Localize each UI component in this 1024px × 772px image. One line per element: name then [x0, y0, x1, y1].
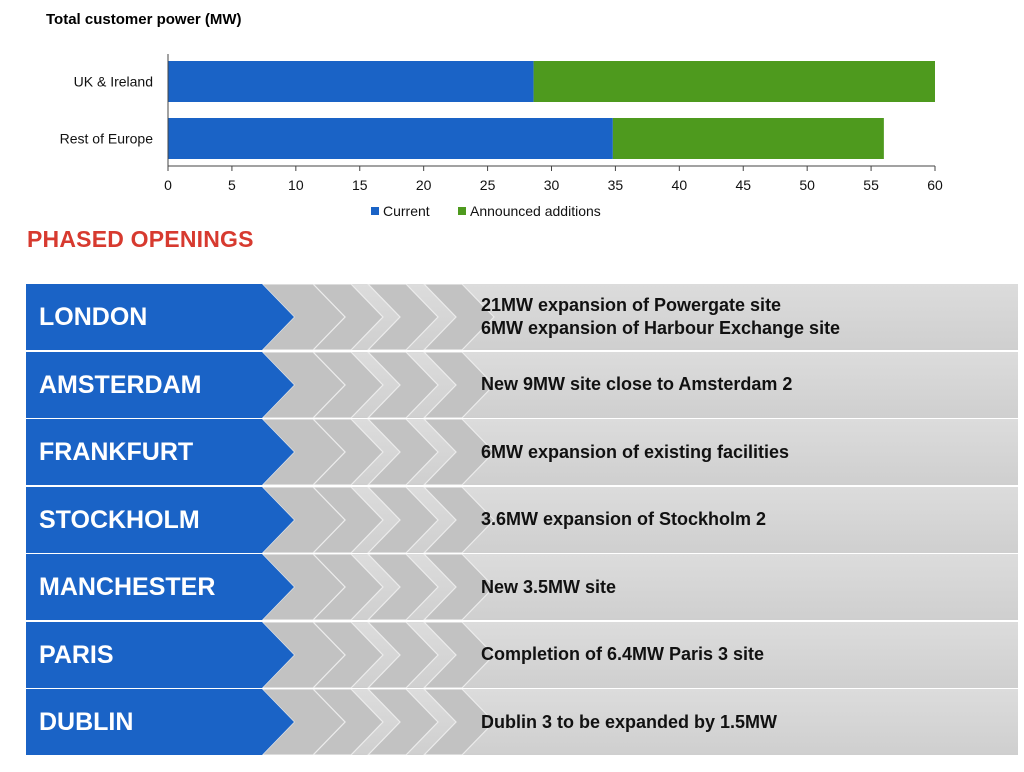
x-tick-label: 25: [480, 177, 496, 193]
opening-row: LONDON 21MW expansion of Powergate site 6M…: [26, 284, 1018, 350]
bar-current-1: [168, 118, 613, 159]
description-line: New 9MW site close to Amsterdam 2: [481, 374, 793, 394]
x-tick-label: 35: [608, 177, 624, 193]
chevron-arrows-icon: [26, 554, 495, 620]
city-name: AMSTERDAM: [39, 370, 202, 399]
opening-row: PARIS Completion of 6.4MW Paris 3 site: [26, 621, 1018, 688]
description-line: New 3.5MW site: [481, 576, 617, 597]
description-line: 6MW expansion of existing facilities: [481, 441, 790, 462]
legend-swatch: [458, 207, 466, 215]
city-name: PARIS: [39, 640, 114, 669]
opening-description: Completion of 6.4MW Paris 3 site: [481, 622, 764, 688]
phased-openings-list: LONDON 21MW expansion of Powergate site 6M…: [26, 284, 1018, 757]
x-tick-label: 50: [799, 177, 815, 193]
x-tick-label: 5: [228, 177, 236, 193]
x-tick-label: 10: [288, 177, 304, 193]
category-label: UK & Ireland: [74, 74, 153, 90]
x-tick-label: 15: [352, 177, 368, 193]
city-name: FRANKFURT: [39, 438, 194, 466]
chevron-arrows-icon: [26, 486, 495, 553]
chevron-arrows-icon: [26, 351, 495, 418]
opening-description: 21MW expansion of Powergate site 6MW expa…: [481, 284, 840, 350]
stacked-bar-chart: UK & Ireland Rest of Europe 0 5 10 15 20 25 30 35…: [60, 54, 943, 219]
chevron-arrows-icon: [26, 419, 495, 485]
chart-title: Total customer power (MW): [46, 11, 242, 28]
description-line: Dublin 3 to be expanded by 1.5MW: [481, 711, 778, 732]
bar-announced-0: [533, 61, 935, 102]
opening-row: FRANKFURT 6MW expansion of existing facil…: [26, 419, 1018, 485]
city-name: DUBLIN: [39, 708, 134, 736]
opening-row: DUBLIN Dublin 3 to be expanded by 1.5MW: [26, 689, 1018, 755]
x-tick-label: 45: [735, 177, 751, 193]
chevron-arrows-icon: [26, 621, 495, 688]
chevron-arrows-icon: [26, 689, 495, 755]
legend-label: Announced additions: [470, 203, 601, 219]
x-tick-label: 30: [544, 177, 560, 193]
chevron-arrows-icon: [26, 284, 495, 350]
bar-current-0: [168, 61, 534, 102]
description-line: 21MW expansion of Powergate site: [481, 295, 782, 315]
x-tick-label: 55: [863, 177, 879, 193]
opening-row: STOCKHOLM 3.6MW expansion of Stockholm 2: [26, 486, 1018, 553]
bar-announced-1: [612, 118, 884, 159]
description-line: 6MW expansion of Harbour Exchange site: [481, 318, 841, 338]
description-line: 3.6MW expansion of Stockholm 2: [481, 509, 767, 529]
x-tick-label: 60: [927, 177, 943, 193]
city-name: MANCHESTER: [39, 573, 216, 601]
opening-description: New 3.5MW site: [481, 554, 616, 620]
opening-description: New 9MW site close to Amsterdam 2: [481, 352, 792, 418]
opening-description: Dublin 3 to be expanded by 1.5MW: [481, 689, 777, 755]
opening-description: 6MW expansion of existing facilities: [481, 419, 789, 485]
opening-description: 3.6MW expansion of Stockholm 2: [481, 487, 766, 553]
legend-label: Current: [383, 203, 430, 219]
city-name: STOCKHOLM: [39, 505, 200, 534]
x-tick-label: 0: [164, 177, 172, 193]
section-title: PHASED OPENINGS: [27, 226, 254, 252]
opening-row: AMSTERDAM New 9MW site close to Amsterdam…: [26, 351, 1018, 418]
city-name: LONDON: [39, 303, 148, 331]
opening-row: MANCHESTER New 3.5MW site: [26, 554, 1018, 620]
category-label: Rest of Europe: [60, 131, 154, 147]
legend-swatch: [371, 207, 379, 215]
x-tick-label: 20: [416, 177, 432, 193]
x-tick-label: 40: [672, 177, 688, 193]
description-line: Completion of 6.4MW Paris 3 site: [481, 644, 765, 664]
